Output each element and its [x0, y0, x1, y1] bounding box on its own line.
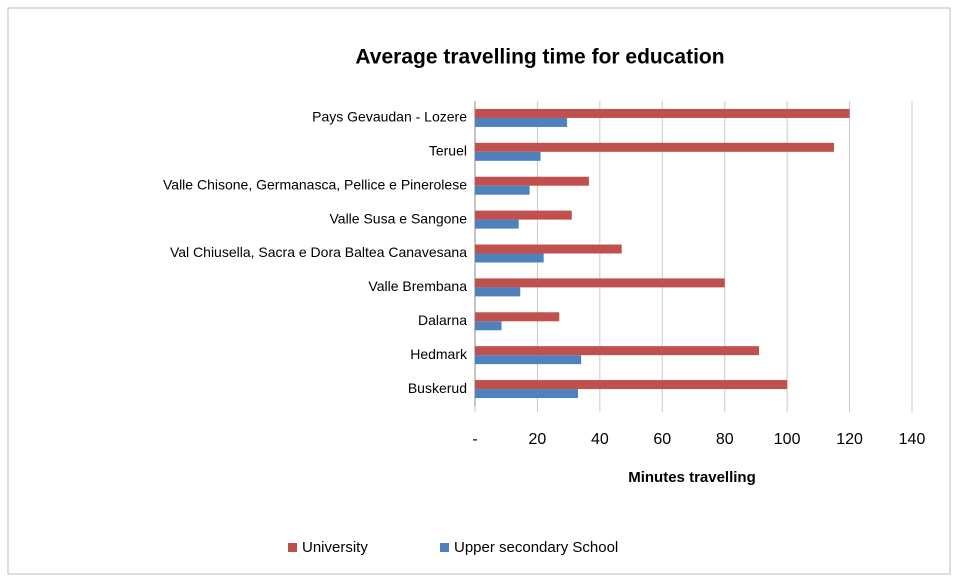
x-tick-label: 120	[836, 431, 863, 448]
bar	[475, 253, 544, 263]
bar	[475, 287, 521, 297]
x-tick-label: 40	[591, 431, 609, 448]
y-tick-label: Val Chiusella, Sacra e Dora Baltea Canav…	[170, 244, 467, 260]
bar	[475, 389, 579, 399]
bar	[475, 210, 572, 220]
y-tick-label: Valle Brembana	[368, 278, 467, 294]
legend-label: Upper secondary School	[454, 539, 618, 556]
bar	[475, 278, 725, 288]
y-tick-label: Pays Gevaudan - Lozere	[312, 109, 467, 125]
y-tick-label: Dalarna	[418, 312, 467, 328]
bar	[475, 244, 622, 254]
chart-title: Average travelling time for education	[355, 46, 724, 69]
x-tick-label: 140	[899, 431, 926, 448]
y-tick-label: Valle Susa e Sangone	[329, 210, 467, 226]
bar	[475, 380, 788, 390]
y-tick-label: Hedmark	[410, 346, 468, 362]
legend-swatch	[440, 543, 449, 552]
bar	[475, 176, 589, 186]
bar	[475, 355, 582, 365]
bar	[475, 151, 541, 161]
x-tick-label: 20	[529, 431, 547, 448]
y-tick-label: Buskerud	[408, 380, 467, 396]
bar	[475, 185, 530, 195]
legend-label: University	[302, 539, 368, 556]
bar	[475, 219, 519, 229]
x-tick-label: 80	[716, 431, 734, 448]
bar	[475, 321, 502, 331]
bar	[475, 108, 850, 118]
bar	[475, 346, 760, 356]
legend-swatch	[288, 543, 297, 552]
bar	[475, 312, 560, 322]
x-tick-label: 100	[774, 431, 801, 448]
y-tick-label: Teruel	[429, 143, 467, 159]
x-tick-label: -	[472, 431, 477, 448]
x-axis-title: Minutes travelling	[628, 469, 756, 486]
bar	[475, 117, 568, 127]
y-tick-label: Valle Chisone, Germanasca, Pellice e Pin…	[163, 176, 467, 192]
x-tick-label: 60	[653, 431, 671, 448]
bar	[475, 142, 834, 152]
